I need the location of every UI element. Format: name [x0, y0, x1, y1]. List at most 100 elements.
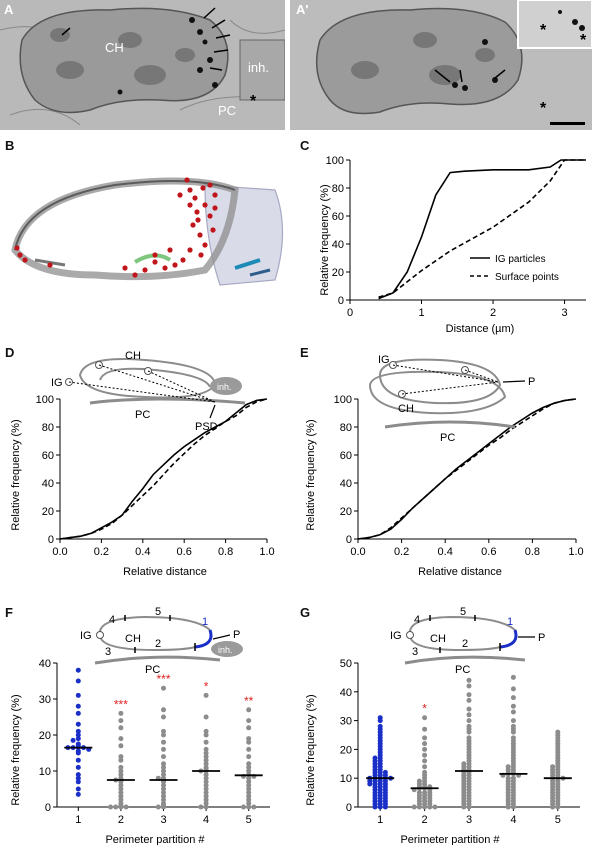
data-point: [246, 790, 252, 796]
data-point: [246, 725, 252, 731]
data-point: [377, 718, 383, 724]
y-tick-label: 0: [338, 295, 344, 307]
xlabel-e: Relative distance: [418, 566, 502, 578]
schematic-g-p: P: [538, 632, 545, 644]
legend-surface-points: Surface points: [495, 272, 559, 283]
x-tick-label: 1: [75, 814, 81, 826]
ig-particle: [172, 262, 178, 268]
data-point: [422, 804, 428, 810]
data-point: [161, 761, 166, 767]
em-inset-star: *: [540, 22, 547, 39]
schematic-g: [404, 615, 526, 665]
data-point: [75, 678, 81, 684]
data-point: [203, 779, 209, 785]
y-tick-label: 10: [39, 766, 51, 778]
ylabel-e: Relative frequency (%): [305, 419, 317, 530]
em-image-a: A CH inh. PC *: [0, 0, 285, 130]
y-tick-label: 60: [42, 450, 54, 462]
y-tick-label: 0: [346, 802, 352, 814]
data-point: [75, 786, 81, 792]
schematic-f-p: P: [233, 629, 240, 641]
data-point: [466, 804, 472, 810]
em-label-pc: PC: [218, 103, 237, 118]
schematic-f-n2: 2: [155, 638, 161, 650]
schematic-g-n1: 1: [507, 616, 513, 628]
data-point: [161, 793, 166, 799]
xlabel-d: Relative distance: [123, 566, 207, 578]
em-label-ch: CH: [105, 40, 124, 55]
y-tick-label: 80: [340, 422, 352, 434]
data-point: [203, 754, 209, 760]
significance-stars: ***: [156, 672, 170, 686]
data-point: [161, 707, 166, 713]
data-point: [466, 729, 472, 735]
ig-particle: [198, 252, 204, 258]
ig-particle: [187, 247, 193, 253]
ig-particle: [142, 267, 148, 273]
panel-label-a: A: [4, 2, 14, 17]
significance-stars: *: [422, 702, 427, 716]
data-point: [466, 683, 472, 689]
data-point: [246, 782, 252, 788]
data-point: [246, 775, 252, 781]
data-point: [203, 797, 209, 803]
data-point: [510, 686, 516, 692]
schematic-f: [94, 615, 243, 665]
data-point: [510, 695, 516, 701]
schematic-g-n2: 2: [462, 638, 468, 650]
schematic-g-ch: CH: [430, 633, 446, 645]
em-label-star-a-prime: *: [540, 100, 547, 117]
ig-particle: [195, 217, 201, 223]
data-point: [161, 768, 166, 774]
data-point: [203, 757, 209, 763]
ig-particle: [212, 205, 218, 211]
schematic-d-ch: CH: [125, 350, 141, 362]
x-tick-label: 0.4: [438, 546, 453, 558]
data-point: [416, 804, 422, 810]
ig-particle: [202, 202, 208, 208]
data-point: [161, 764, 166, 770]
y-tick-label: 80: [42, 422, 54, 434]
data-point: [505, 804, 511, 810]
data-point: [246, 754, 252, 760]
data-point: [75, 772, 81, 778]
y-tick-label: 0: [346, 534, 352, 546]
data-point: [118, 804, 124, 810]
reconstruction-3d: [11, 177, 284, 286]
data-point: [466, 697, 472, 703]
data-point: [161, 728, 166, 734]
x-tick-label: 5: [555, 814, 561, 826]
y-tick-label: 10: [340, 773, 352, 785]
data-point: [246, 707, 252, 713]
em-image-a-prime: A' * * *: [290, 0, 592, 130]
data-point: [123, 804, 129, 810]
ig-particle: [202, 242, 208, 248]
series-line-dashed: [59, 398, 268, 540]
x-tick-label: 2: [490, 307, 496, 319]
data-point: [246, 779, 252, 785]
data-point: [432, 804, 438, 810]
x-tick-label: 0.0: [52, 546, 67, 558]
schematic-d-pc: PC: [135, 409, 150, 421]
data-point: [118, 772, 124, 778]
schematic-g-n4: 4: [414, 614, 420, 626]
y-tick-label: 40: [39, 658, 51, 670]
data-point: [203, 692, 209, 698]
data-point: [118, 757, 124, 763]
data-point: [118, 790, 124, 796]
data-point: [161, 732, 166, 738]
data-point: [203, 761, 209, 767]
data-point: [246, 761, 252, 767]
y-tick-label: 20: [39, 730, 51, 742]
data-point: [75, 732, 81, 738]
y-tick-label: 40: [332, 239, 344, 251]
schematic-f-n4: 4: [109, 614, 115, 626]
data-point: [203, 739, 209, 745]
data-point: [161, 786, 166, 792]
schematic-f-n3: 3: [105, 646, 111, 658]
data-point: [161, 754, 166, 760]
data-point: [510, 709, 516, 715]
data-point: [466, 706, 472, 712]
y-tick-label: 20: [340, 744, 352, 756]
